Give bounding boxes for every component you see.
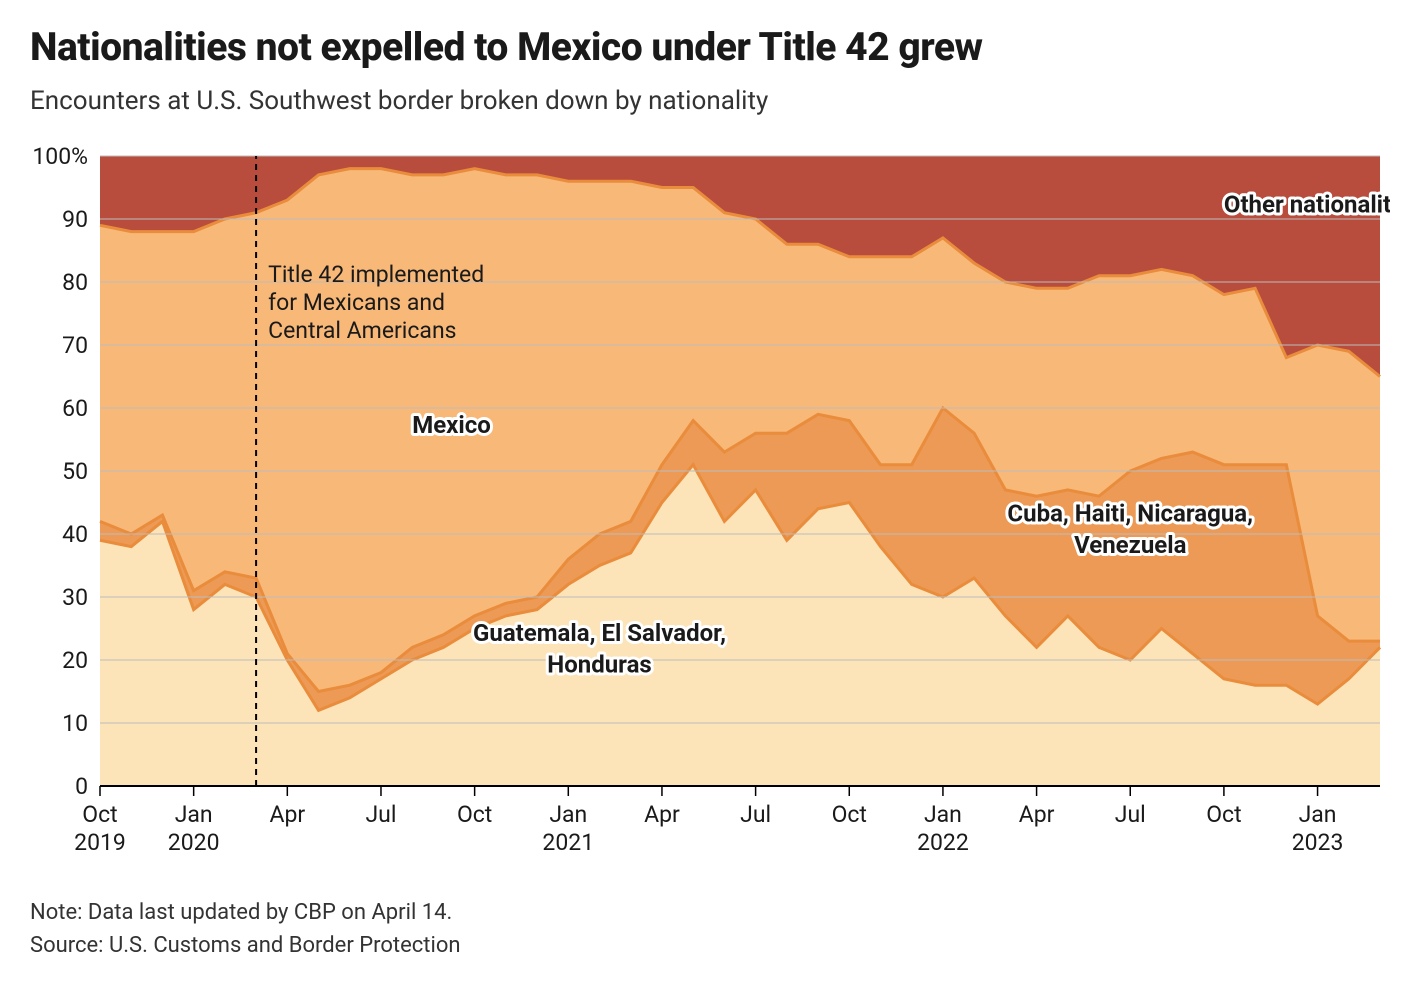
series-label: Other nationality: [1224, 191, 1390, 219]
svg-text:2022: 2022: [917, 829, 969, 856]
svg-text:Jan: Jan: [924, 801, 962, 828]
svg-text:90: 90: [62, 206, 88, 233]
svg-text:Apr: Apr: [1019, 801, 1055, 828]
svg-text:2021: 2021: [542, 829, 594, 856]
svg-text:Apr: Apr: [644, 801, 680, 828]
svg-text:0: 0: [75, 773, 88, 800]
title42-annotation: for Mexicans and: [268, 289, 445, 316]
svg-text:Jul: Jul: [365, 801, 396, 828]
svg-text:Jul: Jul: [740, 801, 771, 828]
series-label: Honduras: [547, 651, 651, 679]
chart-subtitle: Encounters at U.S. Southwest border brok…: [30, 86, 1390, 116]
series-label: Cuba, Haiti, Nicaragua,: [1007, 499, 1253, 527]
svg-text:70: 70: [62, 332, 88, 359]
svg-text:100%: 100%: [32, 146, 88, 170]
svg-text:Oct: Oct: [832, 801, 867, 828]
series-label: Mexico: [412, 411, 491, 439]
svg-text:Jan: Jan: [1299, 801, 1337, 828]
svg-text:30: 30: [62, 584, 88, 611]
svg-text:Oct: Oct: [82, 801, 117, 828]
svg-text:20: 20: [62, 647, 88, 674]
svg-text:10: 10: [62, 710, 88, 737]
svg-text:2023: 2023: [1292, 829, 1344, 856]
svg-text:40: 40: [62, 521, 88, 548]
svg-text:Jul: Jul: [1115, 801, 1146, 828]
svg-text:50: 50: [62, 458, 88, 485]
series-label: Venezuela: [1074, 531, 1187, 559]
title42-annotation: Title 42 implemented: [268, 261, 484, 288]
svg-text:Jan: Jan: [549, 801, 587, 828]
chart-title: Nationalities not expelled to Mexico und…: [30, 24, 1390, 70]
svg-text:2019: 2019: [74, 829, 126, 856]
svg-text:Oct: Oct: [457, 801, 492, 828]
series-label: Guatemala, El Salvador,: [473, 619, 726, 647]
svg-text:Jan: Jan: [175, 801, 213, 828]
chart-source: Source: U.S. Customs and Border Protecti…: [30, 929, 1390, 962]
svg-text:2020: 2020: [168, 829, 220, 856]
chart-area: 0102030405060708090100%Oct2019Jan2020Apr…: [30, 146, 1390, 876]
svg-text:60: 60: [62, 395, 88, 422]
chart-note: Note: Data last updated by CBP on April …: [30, 896, 1390, 929]
svg-text:Oct: Oct: [1206, 801, 1241, 828]
title42-annotation: Central Americans: [268, 317, 456, 344]
svg-text:Apr: Apr: [269, 801, 305, 828]
svg-text:80: 80: [62, 269, 88, 296]
